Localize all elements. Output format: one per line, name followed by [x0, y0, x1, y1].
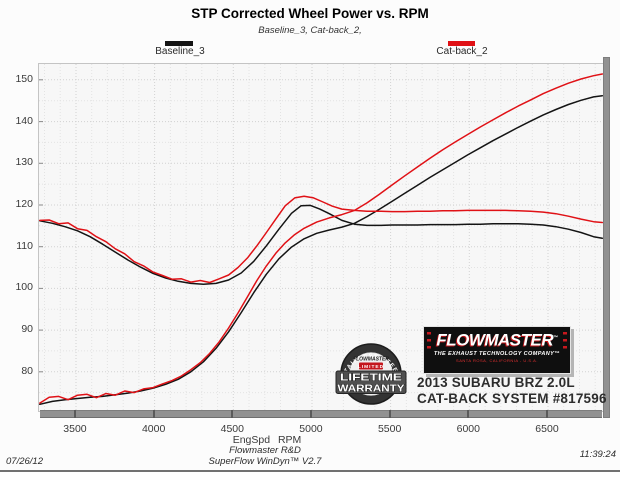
bottom-divider — [0, 470, 620, 472]
page-title: STP Corrected Wheel Power vs. RPM — [191, 6, 429, 21]
horizontal-scrollbar[interactable] — [40, 410, 602, 418]
logo-tagline: SANTA ROSA, CALIFORNIA - U.S.A. — [456, 357, 538, 363]
x-tick-notch — [467, 410, 470, 418]
plot-svg — [39, 64, 604, 411]
y-tick-label: 100 — [15, 281, 33, 294]
y-tick-label: 150 — [15, 72, 33, 85]
badge-ribbon — [335, 370, 407, 394]
x-tick-notch — [545, 410, 548, 418]
trademark-symbol: ™ — [553, 335, 558, 341]
y-tick-label: 110 — [16, 239, 33, 252]
baseline3-torque-curve — [39, 204, 604, 285]
x-tick-label: 4500 — [220, 423, 244, 435]
vertical-scrollbar[interactable] — [603, 57, 610, 418]
badge-lifetime-text: LIFETIME — [340, 372, 402, 384]
y-tick-label: 120 — [15, 197, 33, 210]
legend-label-baseline: Baseline_3 — [155, 46, 205, 57]
x-tick-label: 6000 — [456, 423, 480, 435]
x-tick-notch — [309, 410, 312, 418]
plot-area[interactable] — [38, 63, 605, 412]
y-tick-label: 130 — [15, 156, 33, 169]
x-tick-notch — [152, 410, 155, 418]
x-tick-label: 4000 — [141, 423, 166, 435]
lifetime-warranty-badge: STAINLESS STEEL FLOWMASTER LIMITED LIFET… — [335, 343, 407, 405]
x-axis-title: EngSpd RPM — [232, 434, 302, 446]
legend-label-catback: Cat-back_2 — [436, 46, 488, 57]
y-tick-label: 90 — [21, 323, 33, 336]
x-tick-notch — [388, 410, 391, 418]
x-tick-notch — [73, 410, 76, 418]
catback2-torque-curve — [39, 195, 604, 284]
footer-time: 11:39:24 — [579, 449, 616, 460]
badge-limited-box — [359, 362, 383, 370]
legend-swatch-baseline — [165, 41, 193, 46]
y-tick-label: 80 — [21, 364, 33, 377]
badge-brand-text: FLOWMASTER — [353, 357, 389, 363]
footer-date: 07/26/12 — [6, 456, 43, 467]
legend-swatch-catback — [448, 41, 475, 46]
catback2-power-curve — [39, 73, 604, 404]
x-tick-label: 5500 — [377, 423, 402, 435]
footer-shop-name: Flowmaster R&D — [229, 445, 301, 456]
x-tick-label: 6500 — [535, 423, 559, 435]
y-tick-label: 140 — [15, 114, 33, 127]
x-tick-notch — [231, 410, 234, 418]
page-subtitle: Baseline_3, Cat-back_2, — [258, 25, 362, 36]
logo-subtitle: THE EXHAUST TECHNOLOGY COMPANY™ — [433, 350, 561, 357]
vehicle-line-1: 2013 SUBARU BRZ 2.0L — [417, 375, 575, 390]
footer-software-version: SuperFlow WinDyn™ V2.7 — [208, 456, 322, 467]
x-tick-label: 5000 — [299, 423, 323, 435]
vehicle-line-2: CAT-BACK SYSTEM #817596 — [417, 391, 607, 406]
badge-warranty-text: WARRANTY — [338, 383, 405, 395]
flowmaster-logo: FLOWMASTER™ THE EXHAUST TECHNOLOGY COMPA… — [423, 326, 571, 374]
logo-wordmark: FLOWMASTER™ — [431, 329, 563, 350]
badge-limited-text: LIMITED — [358, 364, 384, 370]
x-tick-label: 3500 — [63, 423, 87, 435]
